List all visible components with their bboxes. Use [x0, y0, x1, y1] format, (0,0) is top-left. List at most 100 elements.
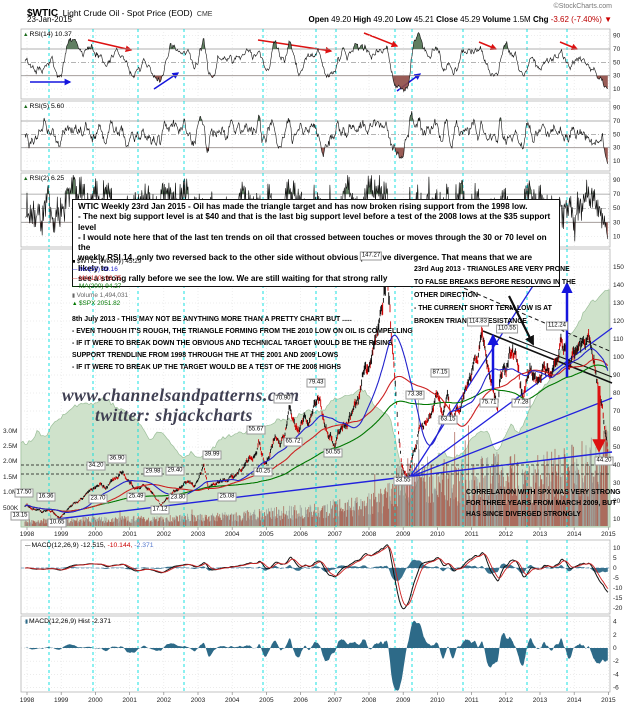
main-legend: ■ $WTIC (Weekly) 45.29— MA(50) 49.16— MA… — [72, 258, 141, 308]
stat-value: 49.20 — [331, 15, 354, 24]
annotation-line: CORRELATION WITH SPX WAS VERY STRONG — [466, 489, 621, 496]
legend-item-text: MA(100) 93.75 — [79, 274, 122, 282]
svg-text:2003: 2003 — [191, 697, 206, 704]
svg-text:-5: -5 — [613, 575, 619, 582]
svg-text:500K: 500K — [3, 505, 19, 512]
svg-text:150: 150 — [613, 264, 624, 271]
ohlc-stats: Open 49.20 High 49.20 Low 45.21 Close 45… — [308, 15, 612, 24]
annotation-spx-correlation: CORRELATION WITH SPX WAS VERY STRONG FOR … — [466, 488, 621, 520]
legend-item-text: MA(200) 94.27 — [79, 283, 122, 291]
svg-text:-15: -15 — [613, 595, 623, 602]
svg-text:5: 5 — [613, 555, 617, 562]
svg-text:0: 0 — [613, 645, 617, 652]
price-label: 55.67 — [246, 425, 266, 435]
svg-text:140: 140 — [613, 282, 624, 289]
svg-text:30: 30 — [613, 73, 621, 80]
chart-date: 23-Jan-2015 — [27, 15, 72, 24]
stat-label: High — [353, 15, 374, 24]
rsi5-label: ▲RSI(5) 5.60 — [23, 103, 64, 110]
price-label: 44.20 — [594, 456, 614, 466]
stat-label: Chg — [532, 15, 551, 24]
macd-signal-value: -10.144, — [107, 542, 133, 549]
svg-text:50: 50 — [613, 205, 621, 212]
stat-label: Close — [436, 15, 461, 24]
legend-series-icon: — — [72, 284, 80, 291]
svg-text:2004: 2004 — [225, 531, 240, 538]
svg-text:-10: -10 — [613, 585, 623, 592]
svg-text:10: 10 — [613, 86, 621, 93]
commentary-box: WTIC Weekly 23rd Jan 2015 - Oil has made… — [72, 199, 560, 288]
copyright: ©StockCharts.com — [553, 3, 612, 10]
svg-text:2014: 2014 — [567, 531, 582, 538]
svg-text:1998: 1998 — [20, 697, 35, 704]
svg-text:2011: 2011 — [465, 531, 479, 538]
annotation-line: 8th July 2013 - THIS MAY NOT BE ANYTHING… — [72, 316, 352, 323]
legend-item: — MA(50) 49.16 — [72, 266, 141, 274]
rsi2-label: ▲RSI(2) 6.25 — [23, 175, 64, 182]
legend-series-icon: ▲ — [72, 301, 79, 308]
legend-item-text: MA(50) 49.16 — [79, 266, 118, 274]
price-label: 40.25 — [253, 467, 273, 477]
svg-text:-6: -6 — [613, 685, 619, 692]
price-label: 25.49 — [126, 492, 146, 502]
svg-text:1.0M: 1.0M — [3, 489, 17, 496]
price-label: 13.15 — [10, 511, 30, 521]
svg-text:2.0M: 2.0M — [3, 458, 17, 465]
svg-text:2006: 2006 — [293, 531, 308, 538]
svg-text:2008: 2008 — [362, 531, 377, 538]
macd-label: —MACD(12,26,9) -12.515, -10.144, -2.371 — [25, 542, 154, 549]
svg-text:2009: 2009 — [396, 697, 411, 704]
price-label: 10.65 — [47, 518, 67, 528]
svg-text:120: 120 — [613, 318, 624, 325]
svg-text:70: 70 — [613, 46, 621, 53]
annotation-line: - EVEN THOUGH IT'S ROUGH, THE TRIANGLE F… — [72, 327, 413, 335]
price-label: 16.36 — [36, 492, 56, 502]
svg-text:1999: 1999 — [54, 531, 69, 538]
svg-text:70: 70 — [613, 191, 621, 198]
svg-text:2004: 2004 — [225, 697, 240, 704]
svg-text:0: 0 — [613, 565, 617, 572]
svg-text:2005: 2005 — [259, 531, 274, 538]
svg-text:1998: 1998 — [20, 531, 35, 538]
svg-text:10: 10 — [613, 158, 621, 165]
svg-text:2012: 2012 — [499, 531, 514, 538]
change-down-icon: ▼ — [604, 15, 612, 24]
exchange-label: CME — [196, 11, 213, 18]
stat-value: -3.62 (-7.40%) — [550, 15, 605, 24]
svg-text:50: 50 — [613, 131, 621, 138]
price-label: 147.27 — [359, 251, 383, 261]
legend-item-text: $WTIC (Weekly) 45.29 — [76, 258, 142, 265]
price-label: 70.90 — [273, 394, 293, 404]
svg-text:2003: 2003 — [191, 531, 206, 538]
svg-text:50: 50 — [613, 59, 621, 66]
legend-series-icon: ▮ — [72, 292, 77, 299]
price-label: 110.55 — [496, 324, 518, 334]
svg-text:50: 50 — [613, 444, 621, 451]
legend-item: — MA(200) 94.27 — [72, 283, 141, 291]
legend-series-icon: — — [72, 275, 80, 282]
price-label: 65.72 — [283, 437, 303, 447]
svg-text:2009: 2009 — [396, 531, 411, 538]
svg-text:2015: 2015 — [601, 697, 616, 704]
svg-text:2006: 2006 — [293, 697, 308, 704]
svg-text:80: 80 — [613, 390, 621, 397]
svg-text:90: 90 — [613, 33, 621, 40]
svg-text:10: 10 — [613, 545, 621, 552]
rsi-area-icon: ▲ — [23, 104, 29, 110]
annotation-aug-2013: 23rd Aug 2013 - TRIANGLES ARE VERY PRONE… — [414, 263, 576, 328]
svg-text:2007: 2007 — [328, 697, 343, 704]
commentary-line: - I would note here that of the last ten… — [78, 232, 547, 253]
svg-text:30: 30 — [613, 480, 621, 487]
annotation-line: FOR THREE YEARS FROM MARCH 2009, BUT — [466, 499, 617, 507]
price-label: 33.55 — [393, 476, 413, 486]
price-label: 29.98 — [143, 467, 163, 477]
annotation-line: - IF IT WERE TO BREAK DOWN THE OBVIOUS A… — [72, 339, 393, 347]
price-label: 39.99 — [202, 450, 222, 460]
macd-hist-value: -2.371 — [134, 542, 154, 549]
legend-item-text: $SPX 2051.82 — [78, 300, 121, 308]
stat-label: Low — [395, 15, 414, 24]
svg-text:-4: -4 — [613, 671, 619, 678]
svg-text:2011: 2011 — [465, 697, 479, 704]
price-label: 75.71 — [479, 398, 499, 408]
svg-text:110: 110 — [613, 336, 624, 343]
